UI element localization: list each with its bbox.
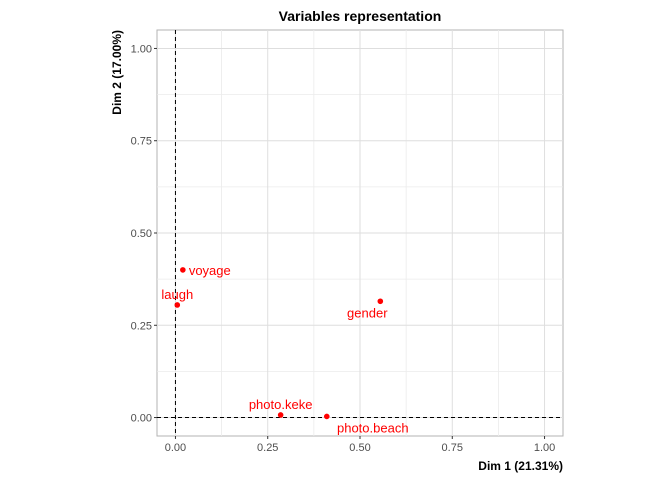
y-tick-label: 0.50 [131, 228, 152, 240]
point-label-gender: gender [347, 305, 388, 320]
point-label-laugh: laugh [161, 287, 193, 302]
x-tick-label: 0.25 [257, 442, 278, 454]
data-point-photo-keke [277, 412, 284, 418]
x-tick-label: 0.50 [349, 442, 370, 454]
y-tick-label: 0.75 [131, 136, 152, 148]
x-tick-label: 0.00 [165, 442, 186, 454]
y-tick-label: 1.00 [131, 43, 152, 55]
y-tick-label: 0.25 [131, 320, 152, 332]
point-label-voyage: voyage [189, 263, 231, 278]
point-label-photo-keke: photo.keke [249, 397, 313, 412]
tick-labels: 0.00 0.25 0.50 0.75 1.00 0.00 0.25 0.50 0.75 1.00 [131, 43, 556, 454]
y-tick-label: 0.00 [131, 413, 152, 425]
x-tick-label: 1.00 [534, 442, 555, 454]
data-point-photo-beach [323, 413, 330, 420]
data-points: voyage laugh gender photo.keke photo.beach [161, 263, 408, 436]
x-axis-title: Dim 1 (21.31%) [478, 459, 563, 473]
data-point-voyage [180, 267, 186, 273]
x-tick-label: 0.75 [442, 442, 463, 454]
y-axis-title: Dim 2 (17.00%) [110, 30, 124, 115]
data-point-laugh [174, 302, 181, 308]
data-point-gender [377, 298, 384, 305]
chart-title: Variables representation [279, 8, 442, 24]
point-label-photo-beach: photo.beach [337, 420, 409, 435]
reference-lines [157, 30, 563, 436]
